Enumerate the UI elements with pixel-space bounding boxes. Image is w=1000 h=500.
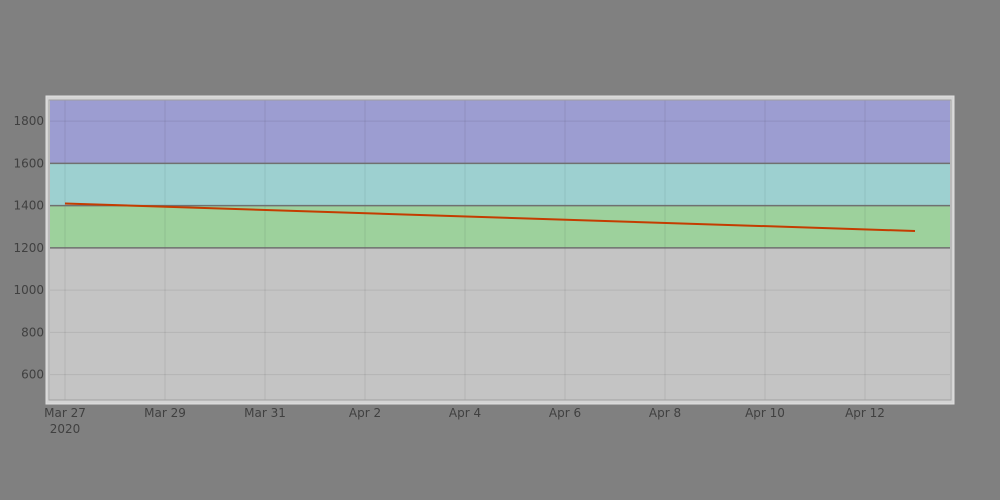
band-0 <box>50 247 950 400</box>
series-line-0 <box>64 202 916 232</box>
x-tick-label: Mar 31 <box>244 406 286 420</box>
x-tick-label: Apr 12 <box>845 406 885 420</box>
x-tick-label: Apr 8 <box>649 406 681 420</box>
x-tick-label: Apr 10 <box>745 406 785 420</box>
x-tick-label: Mar 29 <box>144 406 186 420</box>
y-tick-label: 1000 <box>13 283 44 297</box>
band-3 <box>50 100 950 164</box>
x-tick-label: Apr 4 <box>449 406 481 420</box>
x-tick-label: Apr 2 <box>349 406 381 420</box>
x-axis: Mar 27 2020 Mar 29 Mar 31 Apr 2 Apr 4 Apr 6 Apr… <box>44 406 885 436</box>
y-tick-label: 1400 <box>13 199 44 213</box>
x-tick-label: Apr 6 <box>549 406 581 420</box>
band-1 <box>50 205 950 248</box>
x-tick-year-label: 2020 <box>50 422 81 436</box>
band-boundary-layer <box>50 162 950 249</box>
y-tick-label: 800 <box>21 325 44 339</box>
y-axis: 600 800 1000 1200 1400 1600 1800 <box>13 114 44 382</box>
series-layer <box>64 202 916 232</box>
band-layer <box>50 100 950 400</box>
y-tick-label: 1600 <box>13 156 44 170</box>
y-tick-label: 600 <box>21 368 44 382</box>
y-tick-label: 1800 <box>13 114 44 128</box>
band-2 <box>50 163 950 206</box>
x-tick-label: Mar 27 <box>44 406 86 420</box>
y-tick-label: 1200 <box>13 241 44 255</box>
plot-border <box>48 99 952 401</box>
